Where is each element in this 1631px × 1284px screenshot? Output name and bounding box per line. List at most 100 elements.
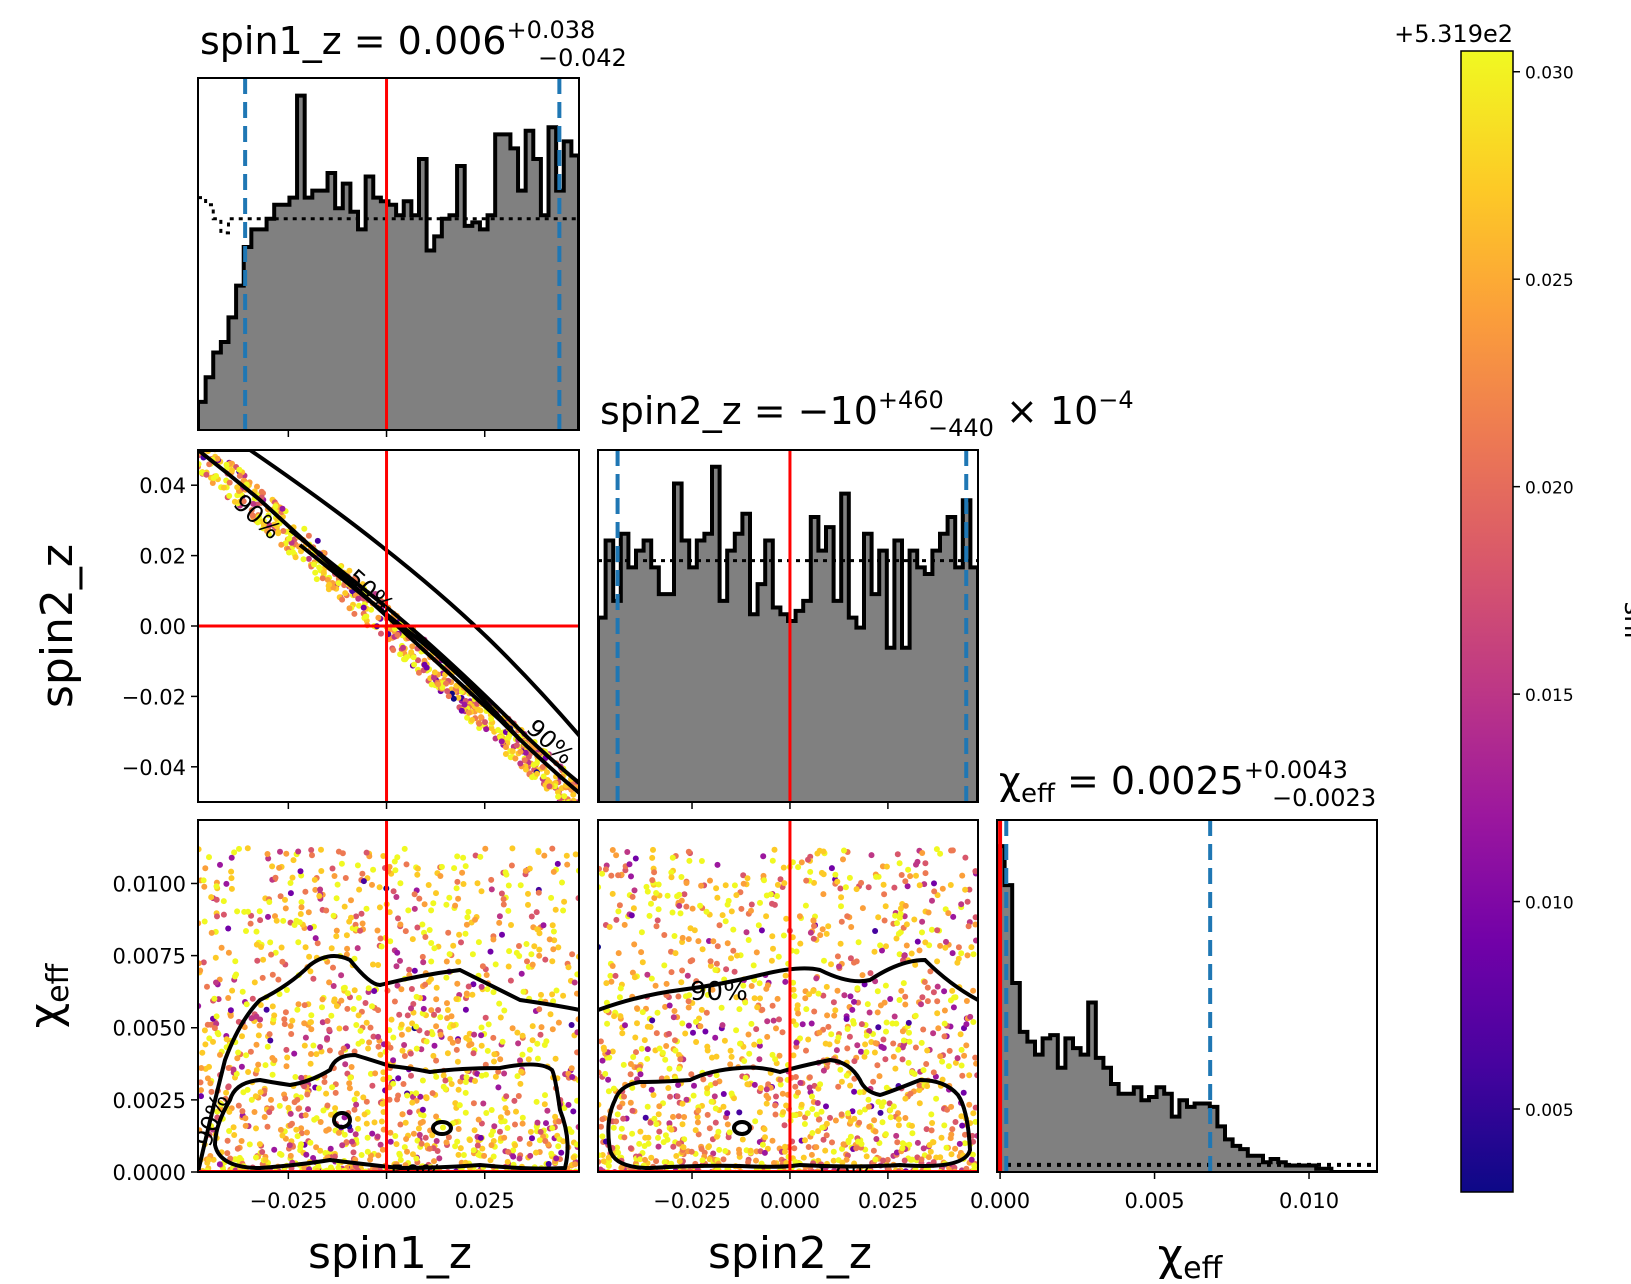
- scatter-point: [211, 995, 218, 1002]
- scatter-point: [946, 1047, 953, 1054]
- scatter-point: [487, 948, 494, 955]
- scatter-point: [318, 1048, 325, 1055]
- scatter-point: [560, 907, 567, 914]
- scatter-point: [503, 1093, 510, 1100]
- ylabel-chieff: χeff: [20, 962, 76, 1028]
- scatter-point: [685, 936, 692, 943]
- scatter-point: [825, 923, 832, 930]
- scatter-point: [790, 979, 797, 986]
- scatter-point: [863, 1153, 870, 1160]
- scatter-point: [863, 1049, 870, 1056]
- scatter-point: [751, 995, 758, 1002]
- scatter-point: [293, 1126, 300, 1133]
- scatter-point: [728, 955, 734, 962]
- scatter-point: [308, 847, 315, 853]
- scatter-point: [220, 484, 227, 491]
- scatter-point: [628, 873, 634, 880]
- scatter-point: [201, 1027, 208, 1034]
- scatter-point: [720, 1091, 727, 1097]
- scatter-point: [295, 1001, 302, 1008]
- scatter-point: [653, 923, 660, 930]
- scatter-point: [930, 1069, 937, 1076]
- scatter-point: [896, 951, 903, 958]
- scatter-point: [772, 1056, 779, 1063]
- scatter-point: [740, 880, 747, 887]
- scatter-point: [736, 1109, 743, 1116]
- scatter-point: [539, 764, 546, 770]
- scatter-point: [243, 928, 249, 934]
- hist-chieff-fill: [997, 846, 1377, 1172]
- scatter-point: [906, 1038, 913, 1045]
- scatter-point: [973, 937, 978, 944]
- scatter-point: [443, 1139, 450, 1146]
- scatter-point: [463, 990, 470, 997]
- scatter-point: [294, 1133, 301, 1140]
- scatter-point: [752, 1118, 759, 1125]
- hist-spin1z-outline: [198, 93, 579, 430]
- scatter-point: [247, 1048, 254, 1055]
- scatter-point: [358, 910, 365, 917]
- scatter-point: [517, 882, 524, 889]
- scatter-point: [401, 656, 407, 663]
- y-tick-label: −0.04: [122, 756, 186, 780]
- scatter-point: [393, 963, 400, 970]
- scatter-point: [364, 1148, 371, 1155]
- scatter-point: [838, 918, 845, 925]
- scatter-point: [309, 852, 315, 859]
- scatter-point: [452, 1143, 459, 1150]
- scatter-point: [612, 972, 619, 979]
- scatter-point: [964, 952, 971, 959]
- scatter-point: [365, 1045, 372, 1052]
- scatter-point: [454, 980, 461, 987]
- scatter-point: [379, 1100, 386, 1107]
- scatter-point: [329, 1084, 336, 1091]
- scatter-point: [442, 1077, 449, 1084]
- scatter-point: [651, 869, 658, 876]
- axes-frame: [597, 449, 979, 803]
- scatter-point: [838, 894, 845, 901]
- scatter-point: [939, 885, 946, 892]
- scatter-point: [699, 1157, 706, 1164]
- scatter-spin1z-chieff-panel: 90% 50% −0.025 0.000 0.025 0.00000.00250.0…: [20, 819, 580, 1279]
- scatter-point: [630, 1054, 637, 1060]
- scatter-point: [484, 986, 491, 993]
- scatter-point: [697, 902, 704, 909]
- scatter-point: [574, 1097, 579, 1104]
- scatter-point: [286, 549, 292, 556]
- scatter-point: [924, 1083, 931, 1090]
- scatter-point: [522, 766, 529, 773]
- scatter-point: [342, 1061, 349, 1068]
- scatter-point: [931, 888, 938, 895]
- scatter-point: [376, 904, 383, 911]
- scatter-point: [330, 964, 336, 971]
- scatter-point: [436, 1155, 443, 1162]
- scatter-point: [433, 1113, 440, 1120]
- scatter-point: [198, 469, 205, 476]
- scatter-point: [328, 1111, 334, 1118]
- scatter-point: [674, 1093, 681, 1100]
- scatter-point: [289, 874, 296, 881]
- scatter-point: [872, 928, 879, 934]
- scatter-point: [458, 939, 464, 946]
- scatter-point: [346, 567, 353, 574]
- scatter-point: [490, 989, 497, 996]
- scatter-point: [516, 1155, 523, 1162]
- scatter-point: [890, 1053, 897, 1060]
- scatter-point: [414, 865, 421, 872]
- scatter-point: [881, 917, 888, 924]
- scatter-point: [251, 979, 258, 986]
- scatter-point: [610, 1124, 617, 1131]
- scatter-point: [244, 845, 251, 852]
- scatter-point: [621, 1093, 627, 1100]
- scatter-point: [914, 938, 921, 945]
- scatter-point: [899, 1056, 906, 1063]
- scatter-point: [394, 949, 401, 956]
- scatter-point: [571, 979, 578, 986]
- scatter-point: [520, 988, 527, 995]
- scatter-point: [712, 1105, 719, 1112]
- scatter-point: [247, 920, 254, 927]
- scatter-point: [945, 910, 952, 917]
- scatter-point: [763, 1086, 770, 1093]
- scatter-point: [507, 977, 514, 984]
- scatter-point: [335, 1164, 342, 1171]
